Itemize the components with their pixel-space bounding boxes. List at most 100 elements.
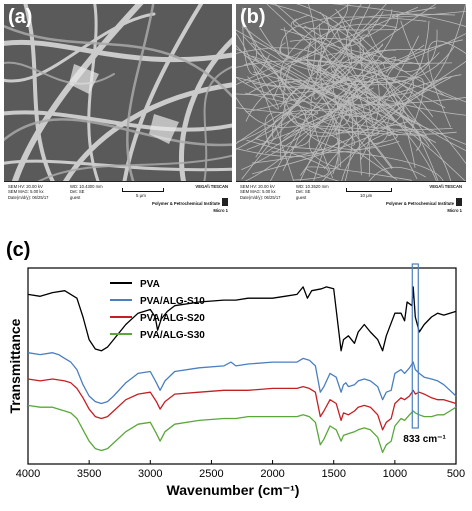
scale-label: 10 μm: [360, 193, 373, 198]
fiber-strand: [353, 76, 430, 147]
legend-label: PVA/ALG-S20: [140, 313, 205, 324]
sem-panel-b: (b) SEM HV: 20.00 kV SEM MAG: 5.00 kx Da…: [236, 4, 466, 228]
fiber-strand: [318, 52, 466, 145]
x-tick-label: 500: [447, 468, 465, 480]
info-hv: SEM HV: 20.00 kV: [8, 184, 43, 189]
panel-letter-c: (c): [6, 239, 30, 261]
panel-letter-a: (a): [8, 6, 33, 28]
fiber-strand: [251, 20, 430, 164]
fiber-strand: [330, 65, 419, 125]
fiber-strand: [391, 7, 466, 18]
series-line-pva-alg-s20: [27, 378, 457, 431]
institute-label: Polymer & Petrochemical Institute: [152, 201, 220, 206]
fiber-strand: [236, 80, 357, 145]
fiber-strand: [245, 95, 307, 113]
sem-image-a: (a): [4, 4, 232, 182]
fiber-strand: [242, 43, 384, 182]
fiber-strand: [323, 77, 425, 170]
fiber-strand: [264, 111, 370, 154]
fiber-strand: [307, 63, 393, 170]
fiber-strand: [236, 141, 339, 157]
series-group: [27, 286, 457, 454]
fiber-strand: [306, 166, 412, 182]
fiber-strand: [264, 111, 398, 181]
info-wd: WD: 10.3520 mm: [296, 184, 329, 189]
sem-info-bar-a: SEM HV: 20.00 kV SEM MAG: 5.00 kx Date(m…: [4, 181, 232, 228]
fiber-strand: [325, 11, 384, 47]
micro-label: Micro 1: [447, 208, 462, 213]
fiber-strand: [280, 60, 458, 101]
fiber-strand: [283, 56, 396, 139]
panel-letter-b: (b): [240, 6, 266, 28]
x-tick-label: 3500: [77, 468, 101, 480]
info-det: Det: SE: [70, 189, 85, 195]
logo-icon: [222, 198, 228, 206]
series-line-pva: [27, 286, 457, 352]
fiber-strand: [349, 53, 446, 109]
brand-label: VEGA\\ TESCAN: [429, 184, 462, 189]
fiber-strand: [236, 92, 319, 115]
fiber-strand: [313, 125, 398, 145]
scale-bar: [122, 188, 164, 192]
fiber-strand: [331, 4, 466, 28]
brand-label: VEGA\\ TESCAN: [195, 184, 228, 189]
fiber-strand: [367, 30, 440, 72]
legend: PVA PVA/ALG-S10 PVA/ALG-S20 PVA/ALG-S30: [110, 279, 205, 341]
annotation-label: 833 cm⁻¹: [403, 434, 446, 445]
fiber-strand: [341, 76, 452, 182]
series-line-pva-alg-s10: [27, 352, 457, 405]
info-user: guest: [70, 194, 81, 200]
x-tick-label: 1000: [383, 468, 407, 480]
fiber-strand: [254, 58, 355, 147]
fiber-strand: [253, 4, 437, 141]
legend-label: PVA: [140, 279, 160, 290]
fiber-strand: [343, 12, 399, 102]
fiber-strand: [368, 166, 426, 182]
plot-frame: [27, 267, 457, 465]
x-tick-label: 1500: [321, 468, 345, 480]
fiber-strand: [313, 4, 371, 100]
sem-info-bar-b: SEM HV: 20.00 kV SEM MAG: 5.00 kx Date(m…: [236, 181, 466, 228]
micro-label: Micro 1: [213, 208, 228, 213]
fiber-strand: [269, 49, 396, 182]
fiber-strand: [241, 22, 257, 65]
fiber-strand: [259, 27, 289, 60]
info-hv: SEM HV: 20.00 kV: [240, 184, 275, 189]
scale-label: 5 μm: [136, 193, 146, 198]
fiber-strand: [248, 78, 342, 168]
fiber-strand: [255, 4, 387, 158]
fiber-strand: [244, 11, 329, 84]
fiber-strand: [318, 23, 344, 83]
x-tick-label: 4000: [16, 468, 40, 480]
fiber-strand: [302, 4, 466, 106]
legend-label: PVA/ALG-S10: [140, 296, 205, 307]
fiber-strand: [271, 109, 424, 140]
info-date: Date(m/d/y): 06/25/17: [8, 194, 49, 200]
info-wd: WD: 10.4300 mm: [70, 184, 103, 189]
institute-label: Polymer & Petrochemical Institute: [386, 201, 454, 206]
fiber-strand: [268, 4, 380, 161]
x-tick-label: 2000: [260, 468, 284, 480]
fiber-strand: [245, 80, 466, 182]
fiber-strand: [252, 55, 340, 175]
ftir-chart: (c) 4000 3500 3000 2500 2000 1500 1000 500 PVAP…: [6, 239, 465, 498]
fiber-strand: [427, 40, 466, 128]
fiber-strand: [310, 89, 372, 179]
fiber-strand: [308, 87, 374, 169]
x-tick-label: 3000: [138, 468, 162, 480]
fiber-strand: [332, 48, 426, 179]
fiber-strand: [236, 32, 295, 182]
info-det: Det: SE: [296, 189, 311, 195]
info-date: Date(m/d/y): 06/25/17: [240, 194, 281, 200]
fiber-strand: [317, 25, 347, 72]
fiber-strand: [246, 139, 329, 181]
x-axis-label: Wavenumber (cm⁻¹): [167, 482, 300, 498]
sem-panel-a: (a) SEM HV: 20.00 kV SEM MAG: 5.00 kx Da…: [4, 4, 232, 228]
fiber-strand: [321, 130, 452, 182]
fiber-strand: [246, 74, 462, 151]
y-axis-label: Transmittance: [7, 318, 23, 413]
fiber-strand: [236, 76, 466, 106]
scale-bar: [346, 188, 392, 192]
fiber-strand: [295, 6, 418, 62]
info-user: guest: [296, 194, 307, 200]
